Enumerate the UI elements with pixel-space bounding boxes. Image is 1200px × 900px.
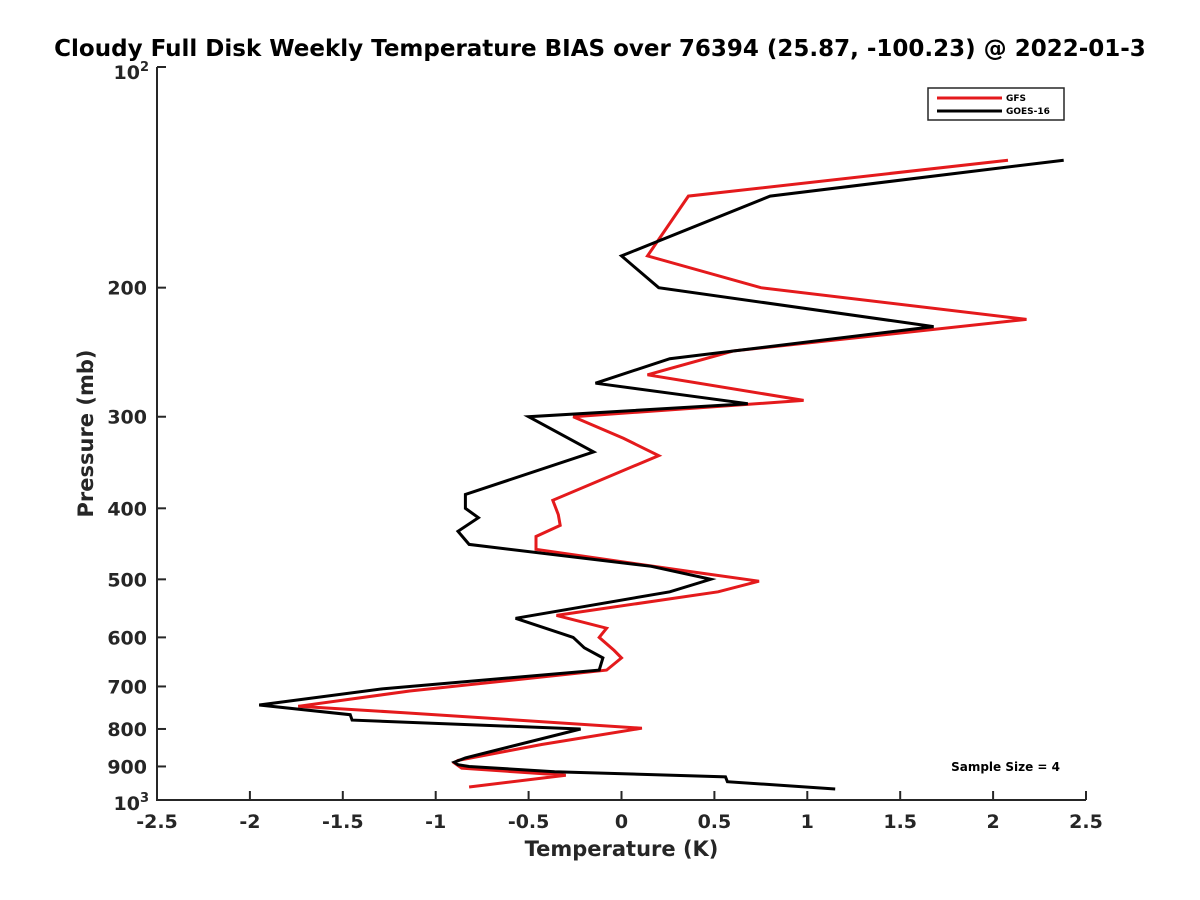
x-tick-label: -1 (425, 811, 446, 833)
y-axis-label: Pressure (mb) (74, 350, 98, 518)
legend-label: GFS (1006, 94, 1026, 104)
y-tick-top-exponent: 2 (140, 60, 149, 75)
x-axis-label: Temperature (K) (525, 837, 719, 861)
legend-box (927, 87, 1065, 121)
y-tick-label: 900 (107, 756, 147, 778)
y-axis-ticks: 200 300 400 500 600 700 800 900 (107, 66, 166, 801)
x-tick-label: -1.5 (322, 811, 364, 833)
plot-area (156, 67, 1086, 801)
series-line-gfs (297, 158, 1027, 789)
x-axis-ticks: -2.5 -2 -1.5 -1 -0.5 0 0.5 1 1.5 2 2.5 (136, 791, 1103, 833)
y-tick-label: 500 (107, 569, 147, 591)
chart-title: Cloudy Full Disk Weekly Temperature BIAS… (54, 36, 1146, 62)
y-tick-label-top: 102 (114, 60, 150, 84)
y-tick-label: 400 (107, 498, 147, 520)
x-tick-label: 2.5 (1069, 811, 1103, 833)
series-line-goes-16 (259, 158, 1064, 791)
y-tick-bottom-exponent: 3 (140, 791, 149, 806)
x-tick-label: 0 (615, 811, 628, 833)
x-tick-label: 0.5 (698, 811, 732, 833)
x-tick-label: 2 (986, 811, 999, 833)
x-tick-label: 1.5 (883, 811, 917, 833)
y-tick-label: 800 (107, 719, 147, 741)
y-tick-top-base: 10 (114, 62, 140, 84)
series-lines (259, 158, 1064, 791)
x-tick-label: -0.5 (508, 811, 550, 833)
y-tick-label: 300 (107, 407, 147, 429)
x-tick-label: -2.5 (136, 811, 178, 833)
legend: GFS GOES-16 (927, 87, 1065, 121)
legend-label: GOES-16 (1006, 107, 1050, 117)
x-tick-label: 1 (801, 811, 814, 833)
axes-frame (156, 67, 1086, 801)
x-tick-label: -2 (239, 811, 260, 833)
sample-size-annotation: Sample Size = 4 (951, 760, 1060, 774)
y-tick-label: 600 (107, 627, 147, 649)
y-tick-label: 700 (107, 676, 147, 698)
y-tick-bottom-base: 10 (114, 793, 140, 815)
y-tick-label: 200 (107, 278, 147, 300)
y-tick-label-bottom: 103 (114, 791, 150, 815)
